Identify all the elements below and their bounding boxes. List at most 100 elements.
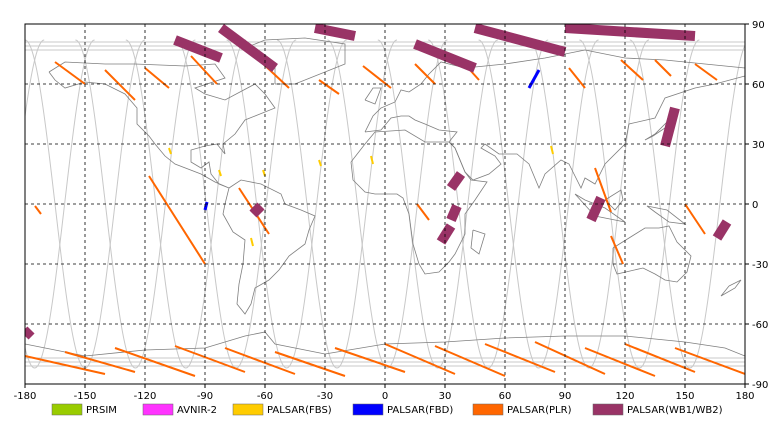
wb-footprint [473, 24, 567, 57]
x-tick-label: -120 [134, 391, 157, 402]
coastline-outline [470, 229, 486, 255]
orbit-track [478, 39, 599, 369]
wb-footprint [446, 171, 466, 191]
y-tick-label: 60 [752, 80, 765, 91]
legend-swatch [352, 403, 384, 416]
wb-footprint [564, 24, 696, 41]
x-tick-label: -30 [317, 391, 333, 402]
fbs-footprint [168, 147, 172, 155]
legend-item: AVNIR-2 [142, 403, 217, 416]
legend: PRSIM AVNIR-2 PALSAR(FBS) PALSAR(FBD) PALSAR… [51, 403, 723, 416]
coastline-outline [25, 331, 745, 357]
y-tick-label: 0 [752, 200, 758, 211]
x-tick-label: 60 [499, 391, 512, 402]
wb-footprint [173, 35, 223, 63]
y-tick-label: 30 [752, 140, 765, 151]
legend-label: PALSAR(FBS) [267, 405, 332, 416]
plr-footprint [684, 203, 706, 235]
x-tick-label: 0 [382, 391, 388, 402]
coastline-outline [364, 87, 382, 105]
fbs-footprint [218, 169, 222, 177]
plr-footprint [654, 59, 672, 77]
y-tick-label: -90 [752, 380, 768, 391]
legend-swatch [232, 403, 264, 416]
wb-footprint [586, 195, 606, 223]
x-tick-label: 150 [675, 391, 694, 402]
x-tick-label: -180 [14, 391, 37, 402]
y-tick-label: -60 [752, 320, 768, 331]
legend-label: PALSAR(FBD) [387, 405, 453, 416]
x-tick-label: -60 [257, 391, 273, 402]
plr-footprint [34, 205, 42, 215]
wb-footprint [712, 219, 732, 241]
legend-label: PRSIM [86, 405, 117, 416]
orbit-track [579, 39, 700, 369]
legend-item: PRSIM [51, 403, 117, 416]
legend-swatch [472, 403, 504, 416]
legend-swatch [592, 403, 624, 416]
coastline-outline [646, 205, 687, 225]
orbit-track [276, 39, 398, 369]
plr-footprint [104, 69, 136, 101]
legend-item: PALSAR(FBD) [352, 403, 453, 416]
legend-label: PALSAR(PLR) [507, 405, 572, 416]
orbit-track [25, 39, 95, 369]
plr-antarctic-footprint [224, 347, 296, 375]
wb-footprint [25, 326, 35, 340]
legend-label: PALSAR(WB1/WB2) [627, 405, 723, 416]
coastline-outline [720, 279, 742, 297]
coastline-outline [612, 225, 692, 283]
fbs-footprint [250, 237, 254, 247]
plr-antarctic-footprint [674, 347, 745, 375]
plr-antarctic-footprint [384, 343, 456, 375]
orbit-track [226, 39, 347, 369]
plr-footprint [414, 63, 436, 85]
fbs-footprint [550, 145, 554, 155]
wb-footprint [249, 202, 265, 218]
wb-footprint [314, 24, 356, 41]
fbs-footprint [370, 155, 374, 165]
plr-antarctic-footprint [434, 345, 506, 377]
legend-swatch [51, 403, 83, 416]
coastline-outline [350, 129, 488, 275]
x-tick-label: 120 [615, 391, 634, 402]
plr-antarctic-footprint [174, 345, 246, 373]
longitude-tick-labels: -180 -150 -120 -90 -60 -30 0 30 60 90 120 150 180 [14, 384, 755, 402]
observation-footprints [25, 24, 745, 377]
orbit-track [528, 39, 650, 369]
fbd-footprint [203, 201, 209, 211]
plr-antarctic-footprint [534, 341, 606, 375]
legend-item: PALSAR(WB1/WB2) [592, 403, 723, 416]
plr-antarctic-footprint [334, 347, 406, 373]
orbit-track [327, 39, 448, 369]
legend-item: PALSAR(FBS) [232, 403, 332, 416]
coastline-outline [604, 189, 624, 211]
x-tick-label: 90 [559, 391, 572, 402]
wb-footprint [218, 24, 278, 73]
plr-footprint [54, 61, 86, 85]
plr-antarctic-footprint [274, 351, 346, 377]
plr-footprint [190, 55, 218, 85]
plr-antarctic-footprint [624, 343, 696, 373]
plr-antarctic-footprint [584, 347, 656, 377]
orbit-track [377, 39, 498, 369]
plr-footprint [568, 67, 586, 89]
wb-footprint [436, 223, 456, 245]
wb-footprint [660, 106, 680, 148]
plr-antarctic-footprint [64, 351, 136, 373]
coastline-outline [222, 179, 316, 315]
plr-footprint [318, 79, 340, 95]
y-tick-label: 90 [752, 20, 765, 31]
x-tick-label: -150 [74, 391, 97, 402]
legend-label: AVNIR-2 [177, 405, 217, 416]
plr-footprint [144, 67, 170, 89]
fbd-footprint [527, 69, 541, 89]
legend-item: PALSAR(PLR) [472, 403, 572, 416]
latitude-tick-labels: 90 60 30 0 -30 -60 -90 [745, 20, 768, 391]
y-tick-label: -30 [752, 260, 768, 271]
x-tick-label: -90 [197, 391, 213, 402]
plr-antarctic-footprint [25, 355, 106, 375]
plr-footprint [610, 235, 624, 265]
x-tick-label: 180 [735, 391, 754, 402]
